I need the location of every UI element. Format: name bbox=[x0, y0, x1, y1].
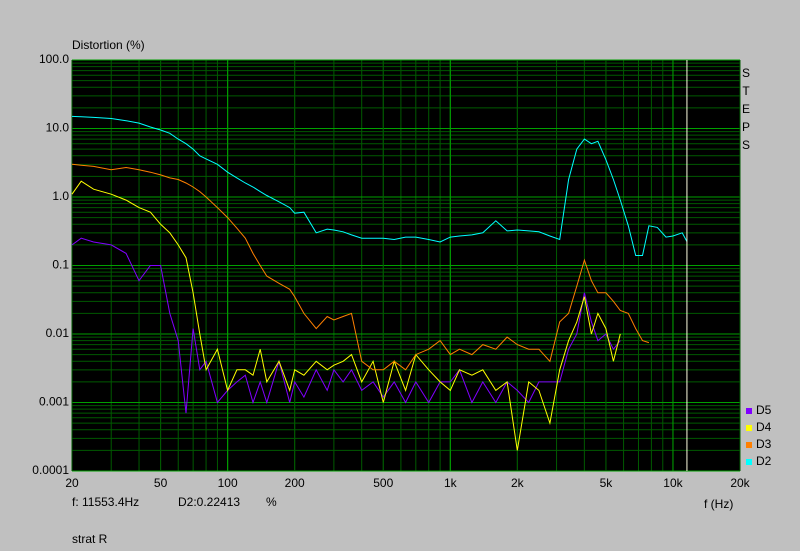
legend-swatch bbox=[746, 408, 752, 414]
y-tick-label: 10.0 bbox=[46, 121, 70, 135]
series-line bbox=[71, 180, 621, 451]
legend-label: D4 bbox=[756, 420, 772, 434]
cursor-readout: f: 11553.4Hz bbox=[72, 495, 139, 509]
x-tick-label: 1k bbox=[444, 476, 458, 490]
footer: strat R bbox=[72, 532, 108, 546]
legend-swatch bbox=[746, 459, 752, 465]
y-tick-label: 1.0 bbox=[52, 189, 69, 203]
x-tick-label: 500 bbox=[373, 476, 393, 490]
series-line bbox=[71, 237, 621, 414]
x-tick-label: 2k bbox=[511, 476, 525, 490]
x-tick-label: 20k bbox=[730, 476, 750, 490]
x-tick-label: 50 bbox=[154, 476, 168, 490]
legend-swatch bbox=[746, 442, 752, 448]
y-tick-label: 100.0 bbox=[39, 52, 69, 66]
series-line bbox=[71, 115, 688, 256]
legend-label: D2 bbox=[756, 454, 772, 468]
series-line bbox=[71, 163, 650, 371]
legend-label: D5 bbox=[756, 403, 772, 417]
x-axis-label: f (Hz) bbox=[704, 497, 733, 511]
x-tick-label: 200 bbox=[285, 476, 305, 490]
y-axis-label: Distortion (%) bbox=[72, 38, 145, 52]
y-tick-label: 0.1 bbox=[52, 258, 69, 272]
x-tick-label: 100 bbox=[218, 476, 238, 490]
unit-readout: % bbox=[266, 495, 277, 509]
y-tick-label: 0.01 bbox=[46, 326, 70, 340]
grid bbox=[71, 59, 741, 472]
y-tick-label: 0.001 bbox=[39, 395, 69, 409]
y-tick-label: 0.0001 bbox=[32, 463, 69, 477]
x-tick-label: 5k bbox=[600, 476, 614, 490]
lines bbox=[71, 115, 688, 451]
legend-swatch bbox=[746, 425, 752, 431]
x-tick-label: 10k bbox=[663, 476, 683, 490]
x-tick-label: 20 bbox=[65, 476, 79, 490]
value-readout: D2:0.22413 bbox=[178, 495, 240, 509]
legend-label: D3 bbox=[756, 437, 772, 451]
side-label: STEPS bbox=[739, 66, 753, 156]
